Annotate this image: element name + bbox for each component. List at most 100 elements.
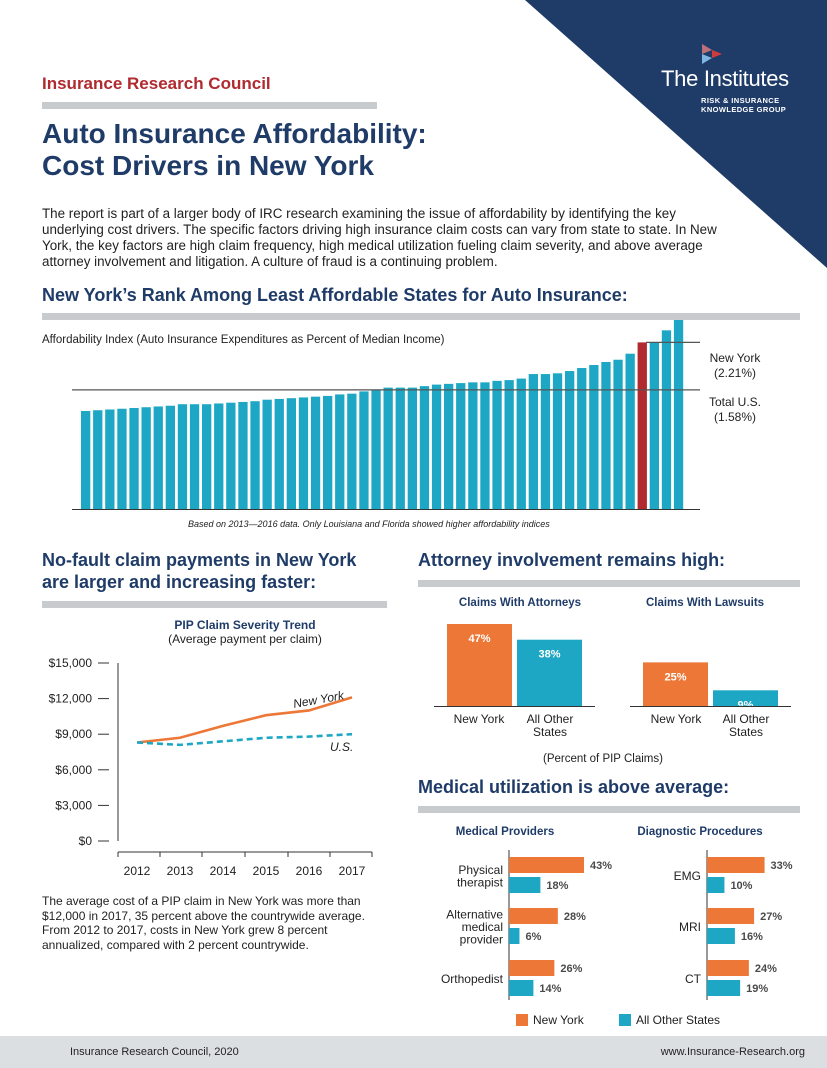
affordability-bar [153,406,163,509]
medical-bar-label: 43% [590,860,612,872]
institutes-chevron-icon [702,44,722,64]
legend-ny-label: New York [533,1013,584,1027]
pip-y-tick-label: $6,000 [55,763,92,777]
attorney-unit-note: (Percent of PIP Claims) [543,753,663,765]
medical-category-label: provider [460,933,503,947]
pip-heading-line-2: are larger and increasing faster: [42,572,317,592]
pip-heading: No-fault claim payments in New York are … [42,549,356,593]
medical-bar [707,908,755,924]
attorney-group2-title: Claims With Lawsuits [645,597,765,609]
affordability-bar [214,403,224,509]
pip-x-tick-label: 2013 [167,864,194,878]
affordability-bar [589,365,599,509]
medical-category-label: Alternative [446,908,503,922]
affordability-bar [310,396,321,509]
page-footer: Insurance Research Council, 2020 www.Ins… [0,1036,827,1068]
attorney-heading: Attorney involvement remains high: [418,550,726,570]
att-other-label-2-line-2: States [728,725,764,739]
affordability-bar [492,380,502,509]
medical-bar [509,877,541,893]
pip-rule [42,601,387,608]
attorney-bar-label: 25% [664,671,686,683]
attorney-bar [713,690,778,706]
medical-category-label: medical [462,920,503,934]
affordability-bar [383,387,393,509]
affordability-bar [480,382,490,509]
attorney-bar-label: 9% [738,699,754,710]
rank-footnote: Based on 2013—2016 data. Only Louisiana … [188,519,550,529]
attorney-bar [447,624,512,706]
medical-bar-label: 18% [546,880,568,892]
rank-heading: New York’s Rank Among Least Affordable S… [42,285,628,305]
medical-category-label: CT [685,972,702,986]
pip-y-tick-label: $0 [79,834,93,848]
affordability-bar [565,371,575,509]
medical-bar-label: 24% [755,963,777,975]
pip-y-tick-label: $12,000 [49,692,93,706]
affordability-bar [468,382,478,509]
medical-bar [707,960,749,976]
rank-rule [42,313,800,320]
att-ny-label-1: New York [453,712,505,726]
affordability-bar [625,353,635,509]
pip-y-tick-label: $3,000 [55,798,92,812]
title-line-2: Cost Drivers in New York [42,150,374,181]
affordability-bar [407,387,417,509]
footer-link[interactable]: www.Insurance-Research.org [660,1046,805,1058]
pip-line-chart: $0 $3,000 $6,000 $9,000 $12,000 $15,000 2012 20… [49,656,373,878]
medical-bar [509,857,584,873]
ny-ref-name: New York [709,351,761,365]
affordability-bar [540,374,551,509]
attorney-rule [418,580,800,587]
pip-x-tick-label: 2017 [339,864,366,878]
affordability-bar [347,393,357,509]
pip-x-tick-label: 2014 [210,864,237,878]
affordability-bar [129,407,139,509]
affordability-bar [431,384,442,509]
org-name: Insurance Research Council [42,74,271,93]
att-other-label-1: All Other States [512,713,588,739]
intro-paragraph: The report is part of a larger body of I… [42,206,717,269]
affordability-bar [165,405,175,509]
affordability-bar [552,373,563,509]
affordability-bar [117,408,127,509]
medical-bar [509,980,534,996]
medical-category-label: Physical [458,863,503,877]
logo-tagline-line-2: KNOWLEDGE GROUP [701,105,787,114]
affordability-bar [637,342,647,509]
logo-tagline-line-1: RISK & INSURANCE [701,96,780,105]
title-line-1: Auto Insurance Affordability: [42,118,427,149]
medical-bar-label: 10% [730,880,752,892]
medical-category-label: Orthopedist [441,972,504,986]
affordability-bar [419,386,430,509]
header-rule [42,102,377,109]
affordability-bar [238,401,248,509]
ny-ref-value: (2.21%) [713,366,757,380]
affordability-bar [202,404,212,509]
medical-bar [509,960,555,976]
medical-group1-title: Medical Providers [455,826,555,838]
affordability-bar [226,402,236,509]
attorney-bar-label: 47% [468,633,490,645]
affordability-bar [601,362,611,509]
affordability-bar [504,380,514,509]
affordability-bar [661,330,672,509]
affordability-bar [516,378,526,509]
att-other-label-1-line-2: States [532,725,568,739]
affordability-bar [335,394,345,509]
attorney-bar-label: 38% [538,649,560,661]
medical-group2-title: Diagnostic Procedures [637,826,763,838]
affordability-bar [93,410,103,509]
attorney-group1-title: Claims With Attorneys [458,597,582,609]
medical-bar [707,857,765,873]
pip-chart-title: PIP Claim Severity Trend [174,618,316,632]
us-ref-value: (1.58%) [713,410,757,424]
attorney-bar [517,639,582,706]
attorney-bar-chart: 47% 38% 25% 9% [434,624,791,710]
att-other-label-2-line-1: All Other [722,712,770,726]
affordability-bar [286,398,296,509]
pip-x-tick-label: 2012 [124,864,151,878]
medical-bar [509,928,520,944]
logo-name: The Institutes [661,66,789,91]
